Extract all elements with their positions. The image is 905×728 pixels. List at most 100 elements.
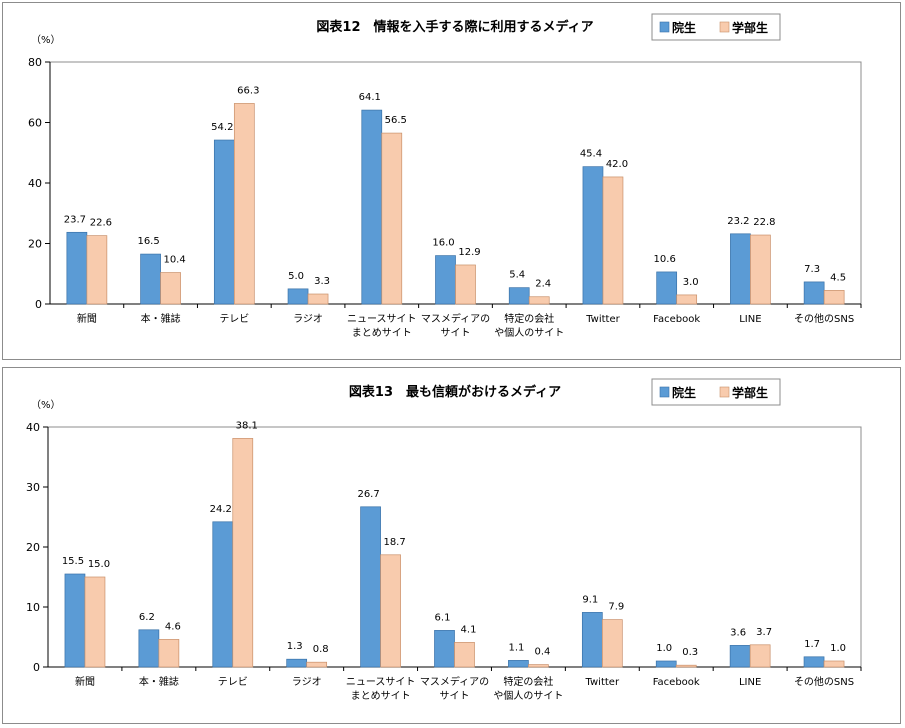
category-label: ラジオ [293, 313, 323, 325]
bar-undergrad [160, 272, 181, 305]
data-label-grad: 1.7 [804, 639, 820, 650]
data-label-undergrad: 66.3 [237, 85, 259, 96]
data-label-undergrad: 4.5 [830, 272, 846, 283]
bar-undergrad [86, 235, 108, 305]
bar-grad [508, 660, 529, 668]
chart-panel-2: 図表13 最も信頼がおけるメディア （%） 院生 学部生 0 10 20 30 40 15.5 15… [2, 367, 901, 724]
bar-undergrad [381, 132, 403, 305]
data-label-grad: 16.5 [137, 236, 159, 247]
category-label: 特定の会社や個人のサイト [493, 675, 563, 702]
y-tick-label: 20 [28, 238, 42, 251]
data-label-undergrad: 4.1 [461, 624, 477, 635]
category-label: LINE [739, 314, 761, 325]
bar-undergrad [455, 264, 476, 305]
data-label-grad: 26.7 [357, 489, 379, 500]
legend-swatch-grad [659, 386, 670, 398]
legend [651, 378, 781, 406]
bar-undergrad [528, 664, 549, 668]
data-label-grad: 54.2 [211, 122, 233, 133]
data-label-grad: 23.2 [727, 216, 749, 227]
bar-grad [287, 288, 309, 305]
legend-swatch-undergrad [719, 386, 730, 398]
bar-grad [286, 658, 308, 668]
legend-label-grad: 院生 [672, 385, 696, 400]
data-label-undergrad: 4.6 [165, 621, 181, 632]
bar-undergrad [306, 661, 328, 668]
bar-undergrad [454, 642, 475, 668]
y-tick-label: 0 [35, 298, 42, 311]
bar-grad [581, 612, 603, 668]
y-tick-label: 0 [33, 661, 40, 674]
category-label: 特定の会社や個人のサイト [494, 312, 564, 339]
category-label: ラジオ [292, 676, 322, 688]
category-label: 新聞 [77, 312, 97, 325]
category-label: その他のSNS [794, 312, 854, 325]
legend-label-grad: 院生 [672, 20, 696, 35]
legend [651, 13, 781, 41]
y-unit-label: （%） [31, 399, 61, 411]
data-label-grad: 6.1 [435, 612, 451, 623]
data-label-undergrad: 38.1 [236, 420, 258, 431]
bar-grad [508, 287, 530, 305]
bar-undergrad [380, 554, 401, 668]
bar-undergrad [528, 296, 550, 305]
data-label-grad: 5.4 [509, 270, 525, 281]
y-unit-label: （%） [31, 34, 61, 46]
data-label-grad: 23.7 [64, 214, 86, 225]
data-label-grad: 15.5 [62, 556, 84, 567]
data-label-undergrad: 10.4 [163, 255, 185, 266]
legend-swatch-grad [659, 21, 670, 33]
data-label-grad: 1.1 [508, 642, 524, 653]
bar-grad [730, 233, 751, 305]
bar-undergrad [601, 619, 623, 668]
data-label-grad: 7.3 [804, 264, 820, 275]
bar-grad [803, 656, 825, 668]
bar-undergrad [823, 660, 845, 668]
data-label-undergrad: 22.8 [753, 217, 775, 228]
data-label-undergrad: 3.7 [756, 627, 772, 638]
data-label-undergrad: 42.0 [606, 159, 628, 170]
data-label-grad: 5.0 [288, 271, 304, 282]
data-label-undergrad: 1.0 [830, 643, 846, 654]
data-label-grad: 45.4 [580, 149, 602, 160]
bar-grad [655, 660, 677, 668]
bar-undergrad [750, 234, 771, 305]
bar-undergrad [823, 290, 845, 305]
data-label-undergrad: 12.9 [458, 247, 480, 258]
data-label-undergrad: 56.5 [385, 115, 407, 126]
chart-title: 図表12 情報を入手する際に利用するメディア [316, 19, 593, 35]
bar-grad [434, 630, 455, 668]
category-label: マスメディアのサイト [420, 675, 489, 702]
bar-grad [66, 231, 88, 305]
data-label-grad: 3.6 [730, 627, 746, 638]
y-tick-label: 20 [26, 541, 40, 554]
data-label-undergrad: 3.3 [314, 276, 330, 287]
plot-area [47, 426, 862, 668]
data-label-grad: 10.6 [654, 254, 676, 265]
category-label: Twitter [585, 677, 620, 688]
category-label: Facebook [653, 314, 700, 325]
y-tick-label: 30 [26, 481, 40, 494]
data-label-grad: 6.2 [139, 612, 155, 623]
bar-grad [360, 506, 381, 668]
bar-undergrad [158, 639, 180, 668]
legend-label-undergrad: 学部生 [732, 20, 768, 35]
category-label: ニュースサイトまとめサイト [346, 676, 416, 702]
bar-grad [212, 521, 234, 668]
category-label: テレビ [219, 313, 249, 325]
bar-grad [64, 573, 86, 668]
bar-grad [213, 139, 235, 305]
data-label-undergrad: 15.0 [88, 559, 110, 570]
y-tick-label: 40 [28, 177, 42, 190]
bar-undergrad [749, 644, 771, 668]
data-label-undergrad: 18.7 [383, 537, 405, 548]
category-label: その他のSNS [794, 675, 854, 688]
bar-undergrad [233, 103, 255, 305]
category-label: LINE [739, 677, 761, 688]
category-label: Twitter [585, 314, 620, 325]
bar-undergrad [602, 176, 624, 305]
bar-grad [656, 271, 678, 305]
bar-grad [803, 281, 825, 305]
data-label-undergrad: 0.3 [682, 647, 698, 658]
category-label: Facebook [653, 677, 700, 688]
